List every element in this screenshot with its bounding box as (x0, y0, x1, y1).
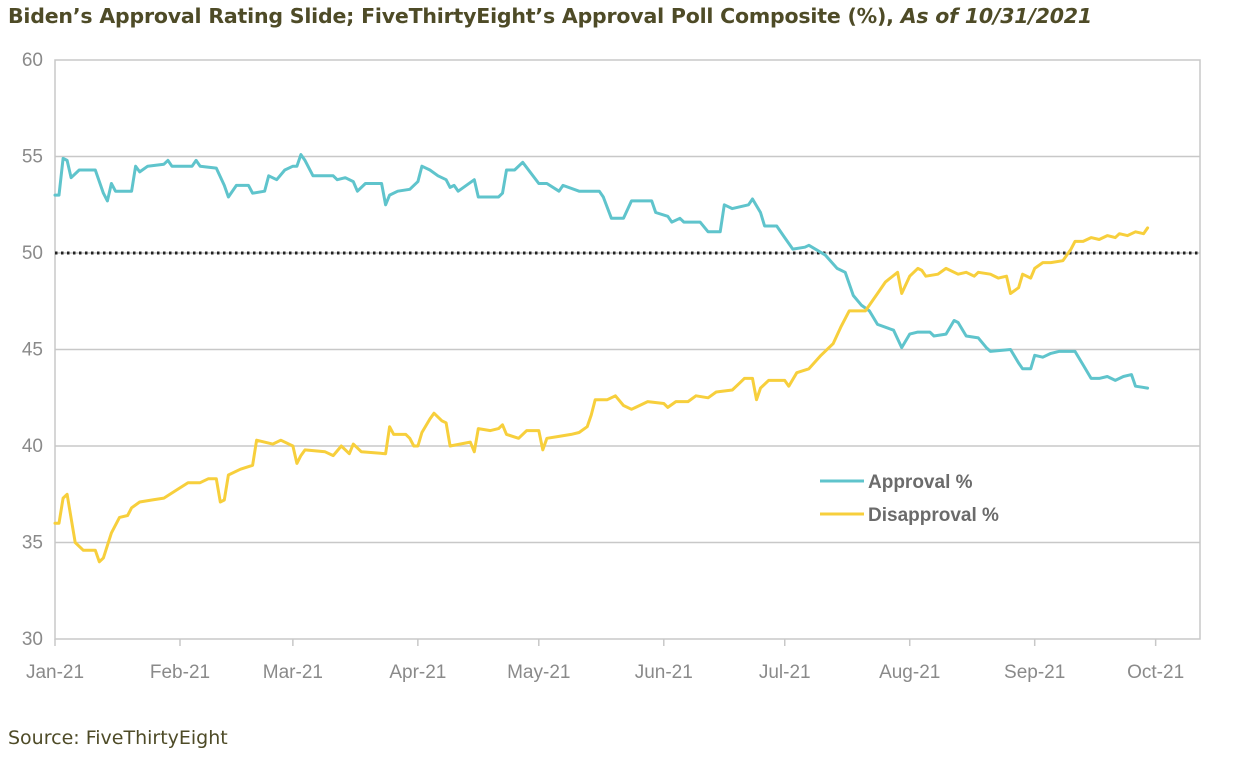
y-tick-label-45: 45 (22, 340, 43, 361)
x-tick-label-1: Feb-21 (150, 662, 210, 683)
x-tick-label-5: Jun-21 (635, 662, 693, 683)
x-tick-label-8: Sep-21 (1004, 662, 1065, 683)
title-main: Biden’s Approval Rating Slide; FiveThirt… (8, 4, 894, 28)
legend-label-disapproval: Disapproval % (868, 505, 999, 526)
series-line-disapproval (53, 226, 1150, 564)
y-axis: 30 35 40 45 50 55 60 (22, 50, 43, 650)
y-tick-label-30: 30 (22, 629, 43, 650)
y-tick-label-55: 55 (22, 147, 43, 168)
x-axis: Jan-21 Feb-21 Mar-21 Apr-21 May-21 Jun-21 Jul-… (26, 639, 1184, 683)
y-tick-label-35: 35 (22, 533, 43, 554)
legend-label-approval: Approval % (868, 472, 973, 493)
chart-title: Biden’s Approval Rating Slide; FiveThirt… (8, 4, 1234, 28)
grid (54, 59, 1201, 640)
x-tick-label-9: Oct-21 (1127, 662, 1184, 683)
y-tick-label-40: 40 (22, 436, 43, 457)
y-tick-label-50: 50 (22, 243, 43, 264)
title-asof: As of 10/31/2021 (900, 4, 1092, 28)
x-tick-label-3: Apr-21 (389, 662, 446, 683)
x-tick-label-4: May-21 (507, 662, 570, 683)
x-tick-label-7: Aug-21 (879, 662, 940, 683)
x-tick-label-6: Jul-21 (759, 662, 811, 683)
series-lines (53, 153, 1150, 564)
source-note: Source: FiveThirtyEight (8, 727, 228, 749)
x-tick-label-0: Jan-21 (26, 662, 84, 683)
x-tick-label-2: Mar-21 (263, 662, 323, 683)
legend: Approval % Disapproval % (820, 472, 999, 526)
y-tick-label-60: 60 (22, 50, 43, 71)
series-line-approval (53, 153, 1150, 390)
